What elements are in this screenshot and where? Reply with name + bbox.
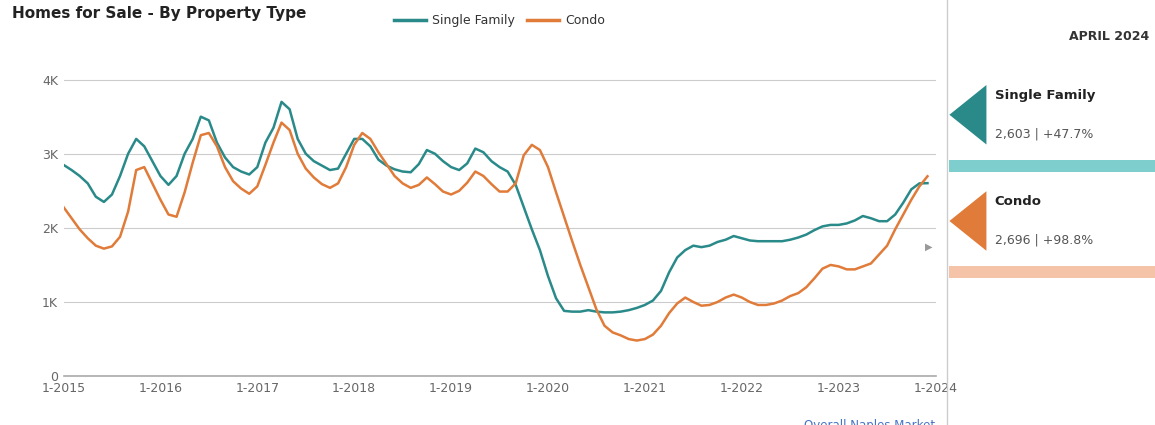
Legend: Single Family, Condo: Single Family, Condo (389, 9, 610, 32)
FancyBboxPatch shape (949, 160, 1155, 172)
Polygon shape (949, 191, 986, 251)
FancyBboxPatch shape (949, 266, 1155, 278)
Text: 2,603 | +47.7%: 2,603 | +47.7% (994, 128, 1093, 140)
Text: ▶: ▶ (925, 241, 932, 252)
Text: Overall Naples Market: Overall Naples Market (804, 419, 936, 425)
Text: 2,696 | +98.8%: 2,696 | +98.8% (994, 234, 1093, 246)
Text: Single Family: Single Family (994, 89, 1095, 102)
Text: APRIL 2024: APRIL 2024 (1068, 30, 1149, 43)
Text: Condo: Condo (994, 196, 1042, 208)
Polygon shape (949, 85, 986, 144)
Text: Homes for Sale - By Property Type: Homes for Sale - By Property Type (12, 6, 306, 21)
